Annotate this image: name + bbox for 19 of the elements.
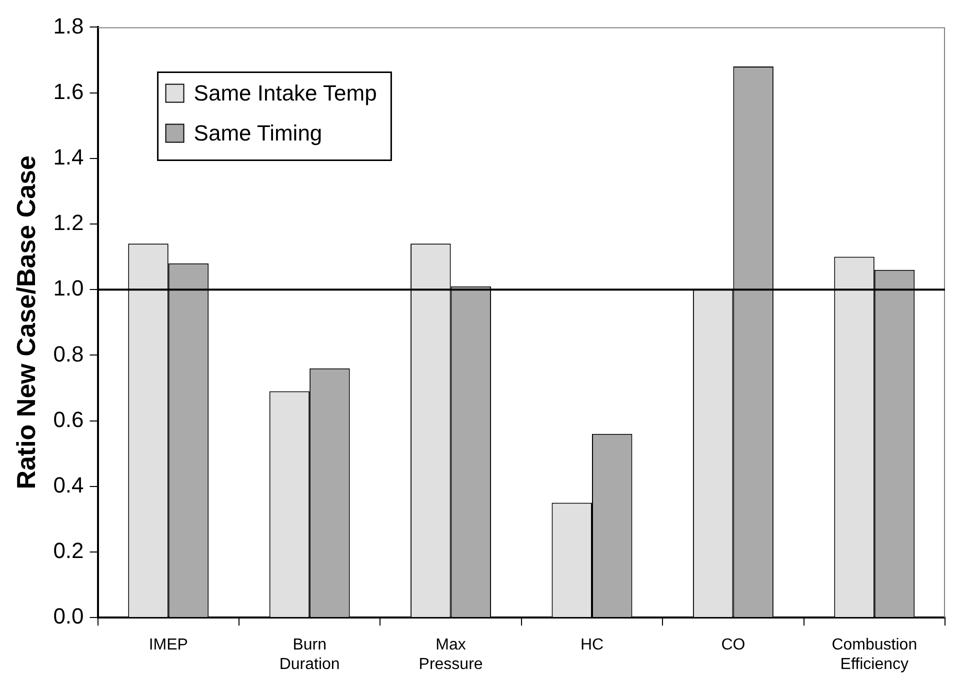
x-tick-label: Combustion Efficiency <box>832 636 918 673</box>
x-tick-label: IMEP <box>148 636 188 654</box>
y-tick-label: 1.0 <box>53 276 84 301</box>
y-tick-label: 0.6 <box>53 406 84 432</box>
x-tick-label: Max Pressure <box>418 636 483 673</box>
y-axis-title: Ratio New Case/Base Case <box>10 155 41 490</box>
y-tick-label: 1.8 <box>53 13 84 38</box>
legend-label: Same Timing <box>194 120 322 146</box>
y-tick-label: 1.4 <box>53 144 84 170</box>
x-tick-label: Burn Duration <box>279 636 340 673</box>
y-tick-label: 1.6 <box>53 78 84 104</box>
x-tick-label: CO <box>721 636 746 654</box>
y-tick-label: 0.8 <box>53 341 84 366</box>
y-tick-label: 1.2 <box>53 210 84 236</box>
y-tick-label: 0.4 <box>53 472 84 498</box>
y-tick-label: 0.0 <box>53 604 84 629</box>
legend-label: Same Intake Temp <box>194 80 377 106</box>
x-tick-label: HC <box>580 636 604 654</box>
y-tick-label: 0.2 <box>53 538 84 564</box>
